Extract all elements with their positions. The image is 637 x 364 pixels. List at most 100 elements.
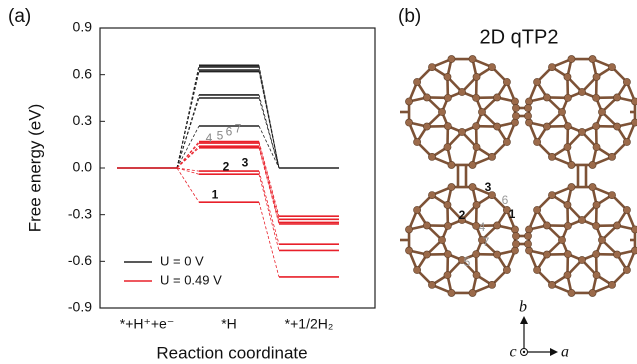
atom <box>405 118 413 127</box>
atom <box>428 63 436 72</box>
atom <box>608 191 616 200</box>
atom <box>502 266 511 274</box>
atom <box>413 206 422 214</box>
axis-letter: b <box>519 299 527 316</box>
connector <box>176 141 200 169</box>
atom <box>472 271 481 280</box>
atom <box>608 63 616 72</box>
atom <box>472 143 481 152</box>
atom <box>631 97 637 106</box>
atom <box>438 108 446 116</box>
connector <box>258 143 280 220</box>
atom <box>533 206 542 214</box>
connector <box>176 94 200 169</box>
atom <box>512 232 520 240</box>
atom <box>613 93 622 102</box>
site-label: 7 <box>483 235 490 249</box>
atom <box>493 93 502 102</box>
atom <box>524 104 532 112</box>
atom <box>447 289 456 297</box>
site-label: 2 <box>459 208 466 222</box>
x-tick-label: *H <box>221 316 237 332</box>
atom <box>472 221 481 230</box>
atom <box>447 183 456 191</box>
arrow-head <box>520 316 528 324</box>
atom <box>458 216 466 224</box>
atom <box>598 236 606 244</box>
atom <box>413 266 422 274</box>
atom <box>563 221 572 230</box>
atom <box>525 246 533 255</box>
atom <box>443 200 452 209</box>
atom <box>488 63 496 72</box>
atom <box>558 236 566 244</box>
site-label: 2 <box>223 159 230 173</box>
atom <box>468 289 477 297</box>
atom <box>563 72 572 81</box>
connector <box>258 97 280 169</box>
atom <box>578 88 586 96</box>
atom <box>511 118 519 127</box>
atom <box>548 191 556 200</box>
atom <box>563 143 572 152</box>
y-tick-label: -0.3 <box>68 205 92 221</box>
atom <box>422 122 431 131</box>
site-label: 1 <box>509 207 516 221</box>
atom <box>502 206 511 214</box>
connector <box>176 167 200 203</box>
atom <box>428 152 436 161</box>
legend-label: U = 0 V <box>160 253 204 268</box>
atom <box>622 206 631 214</box>
atom <box>631 118 637 127</box>
connector <box>258 125 280 169</box>
atom <box>588 289 597 297</box>
connector <box>258 174 280 251</box>
atom <box>563 93 572 102</box>
atom <box>567 55 576 63</box>
atom <box>588 161 597 169</box>
atom <box>405 97 413 106</box>
atom <box>578 128 586 136</box>
structure-title: 2D qTP2 <box>480 26 559 48</box>
legend-label: U = 0.49 V <box>160 272 222 287</box>
atom <box>511 97 519 106</box>
structure: 1 2 3 4 5 6 7 <box>400 55 637 297</box>
atom <box>533 138 542 146</box>
atom <box>488 191 496 200</box>
atom <box>542 221 551 230</box>
atom <box>592 221 601 230</box>
atom <box>567 183 576 191</box>
connector <box>176 167 200 172</box>
atom <box>608 280 616 289</box>
atom <box>443 250 452 259</box>
y-tick-label: -0.6 <box>68 252 92 268</box>
y-tick-label: 0.3 <box>73 112 93 128</box>
plot: -0.9 -0.6 -0.3 0.0 0.3 0.6 0.9 *+H⁺+e⁻ *H *+1/2H₂… <box>68 19 339 332</box>
atom <box>592 271 601 280</box>
site-label: 4 <box>206 131 213 145</box>
atom <box>524 240 532 248</box>
connector <box>258 65 280 169</box>
atom <box>598 108 606 116</box>
atom <box>422 93 431 102</box>
atom <box>472 72 481 81</box>
atom <box>511 225 519 234</box>
atom <box>512 240 520 248</box>
atom <box>428 191 436 200</box>
site-label: 6 <box>502 193 509 207</box>
y-tick-label: 0.6 <box>73 65 93 81</box>
atom <box>548 63 556 72</box>
atom <box>422 221 431 230</box>
atom <box>613 122 622 131</box>
atom <box>592 200 601 209</box>
arrow-head <box>550 348 558 356</box>
x-tick-label: *+H⁺+e⁻ <box>120 316 174 332</box>
atom <box>511 246 519 255</box>
atom <box>563 271 572 280</box>
atom <box>592 122 601 131</box>
atom <box>438 236 446 244</box>
atom <box>502 138 511 146</box>
atom <box>405 225 413 234</box>
x-tick-label: *+1/2H₂ <box>285 316 334 332</box>
atom <box>563 250 572 259</box>
